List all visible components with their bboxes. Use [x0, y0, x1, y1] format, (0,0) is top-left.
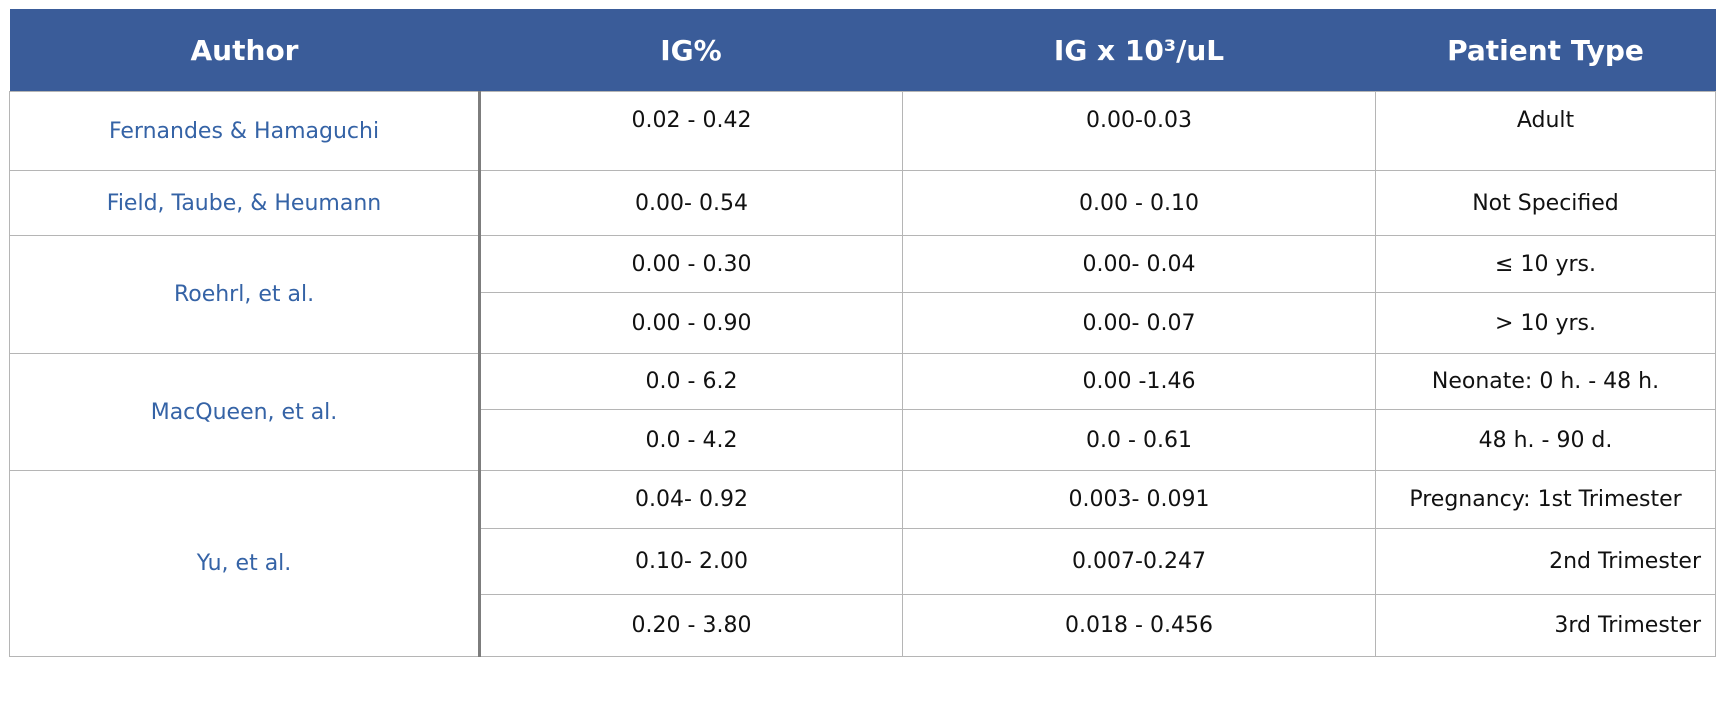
- value-cell: 0.0 - 4.2: [479, 409, 903, 471]
- value-cell: 0.003- 0.091: [902, 470, 1376, 529]
- value-cell: 0.0 - 6.2: [479, 353, 903, 410]
- value-cell: > 10 yrs.: [1375, 292, 1716, 354]
- table-row: Roehrl, et al. 0.00 - 0.30 0.00- 0.04 ≤ 10 …: [9, 235, 1716, 354]
- value-cell: 0.007-0.247: [902, 528, 1376, 595]
- value-cell: 48 h. - 90 d.: [1375, 409, 1716, 471]
- value-cell: 2nd Trimester: [1375, 528, 1716, 595]
- value-cell: Pregnancy: 1st Trimester: [1375, 470, 1716, 529]
- table-row: 0.10- 2.00 0.007-0.247 2nd Trimester: [10, 528, 1716, 595]
- value-cell: 0.00-0.03: [902, 91, 1376, 171]
- value-cell: 0.00 -1.46: [902, 353, 1376, 410]
- table-row: MacQueen, et al. 0.0 - 6.2 0.00 -1.46 Neona…: [9, 353, 1716, 471]
- value-cell: ≤ 10 yrs.: [1375, 235, 1716, 293]
- column-header: IG%: [479, 9, 903, 92]
- column-header: Author: [9, 9, 480, 92]
- value-cell: 0.0 - 0.61: [902, 409, 1376, 471]
- value-cell: 0.20 - 3.80: [479, 594, 903, 657]
- author-cell: Yu, et al.: [9, 470, 481, 657]
- value-cell: 0.00- 0.54: [479, 170, 903, 236]
- author-cell: Roehrl, et al.: [9, 235, 481, 354]
- author-cell: Fernandes & Hamaguchi: [9, 91, 481, 171]
- table-row: 0.20 - 3.80 0.018 - 0.456 3rd Trimester: [10, 594, 1716, 657]
- table-row: Fernandes & Hamaguchi 0.02 - 0.42 0.00-0.0…: [9, 91, 1716, 171]
- table-row: Field, Taube, & Heumann 0.00- 0.54 0.00 - …: [9, 170, 1716, 236]
- table-row: 0.00 - 0.90 0.00- 0.07 > 10 yrs.: [10, 292, 1716, 354]
- author-cell: MacQueen, et al.: [9, 353, 481, 471]
- table-row: Yu, et al. 0.04- 0.92 0.003- 0.091 Pregnanc…: [9, 470, 1716, 657]
- column-header: Patient Type: [1375, 9, 1716, 92]
- value-cell: 0.00- 0.07: [902, 292, 1376, 354]
- value-cell: 0.02 - 0.42: [479, 91, 903, 171]
- value-cell: 3rd Trimester: [1375, 594, 1716, 657]
- author-cell: Field, Taube, & Heumann: [9, 170, 481, 236]
- header-row: Author IG% IG x 10³/uL Patient Type: [9, 9, 1716, 92]
- table-body: Fernandes & Hamaguchi 0.02 - 0.42 0.00-0.0…: [9, 91, 1716, 657]
- value-cell: 0.00 - 0.30: [479, 235, 903, 293]
- value-cell: 0.10- 2.00: [479, 528, 903, 595]
- column-header: IG x 10³/uL: [902, 9, 1376, 92]
- value-cell: 0.04- 0.92: [479, 470, 903, 529]
- value-cell: Not Specified: [1375, 170, 1716, 236]
- value-cell: 0.018 - 0.456: [902, 594, 1376, 657]
- value-cell: Adult: [1375, 91, 1716, 171]
- value-cell: 0.00 - 0.10: [902, 170, 1376, 236]
- value-cell: 0.00- 0.04: [902, 235, 1376, 293]
- reference-table: Author IG% IG x 10³/uL Patient Type Fernand…: [9, 9, 1716, 657]
- value-cell: 0.00 - 0.90: [479, 292, 903, 354]
- value-cell: Neonate: 0 h. - 48 h.: [1375, 353, 1716, 410]
